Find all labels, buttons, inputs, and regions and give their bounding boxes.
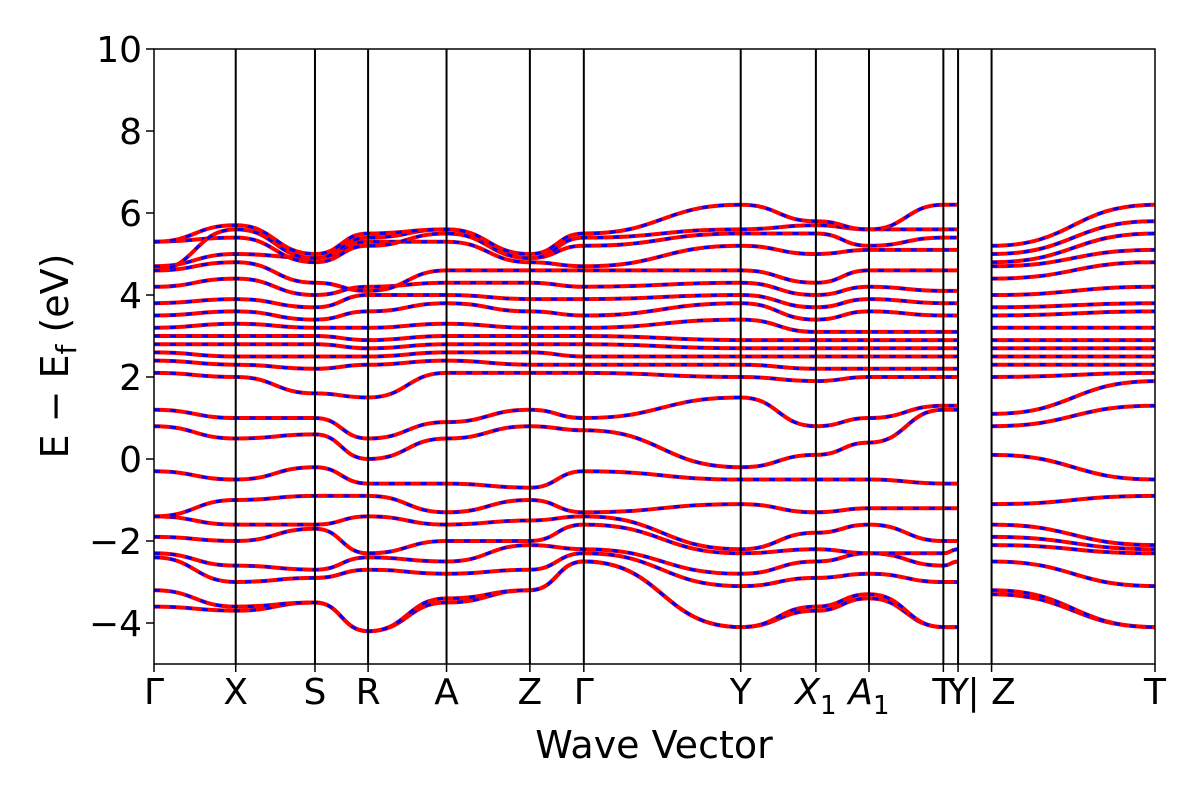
- band-line-spin-up: [153, 543, 1156, 576]
- y-tick-label: −4: [89, 604, 142, 645]
- band-line-spin-down: [153, 318, 1155, 334]
- band-line-spin-down: [153, 231, 1156, 264]
- x-tick-label: R: [356, 672, 381, 713]
- band-line-spin-up: [153, 370, 1156, 400]
- x-axis-title: Wave Vector: [535, 723, 773, 767]
- y-axis: −4 −2 0 2 4 6 8 10: [89, 30, 154, 645]
- band-line-spin-down: [153, 342, 1155, 350]
- x-tick-label: Z: [518, 672, 543, 713]
- band-lines: [153, 202, 1156, 634]
- band-line-spin-down: [153, 494, 1156, 518]
- band-line-spin-up: [153, 452, 1156, 490]
- x-tick-label: Γ: [574, 672, 594, 713]
- y-tick-label: 10: [96, 30, 142, 71]
- band-line-spin-up: [153, 493, 1156, 519]
- plot-frame: [153, 48, 1156, 665]
- y-tick-label: 6: [119, 194, 142, 235]
- x-tick-label: Γ: [144, 672, 164, 713]
- band-line-spin-down: [153, 523, 1156, 555]
- band-line-spin-down: [153, 260, 1156, 293]
- band-line-spin-down: [153, 404, 1156, 469]
- y-axis-title: E − Ef (eV): [33, 254, 83, 459]
- y-tick-label: −2: [89, 522, 142, 563]
- band-line-spin-down: [153, 551, 1156, 588]
- x-tick-label: T: [931, 672, 955, 713]
- y-tick-label: 4: [119, 276, 142, 317]
- x-tick-label: S: [304, 672, 327, 713]
- x-tick-label: A1: [846, 672, 889, 721]
- band-line-spin-down: [153, 203, 1156, 256]
- x-tick-label: Y: [946, 672, 970, 713]
- y-tick-label: 8: [119, 112, 142, 153]
- x-tick-label: X1: [793, 672, 836, 721]
- band-line-spin-up: [153, 379, 1156, 441]
- band-line-spin-up: [153, 202, 1156, 257]
- y-tick-label: 0: [119, 440, 142, 481]
- x-tick-label: A: [434, 672, 459, 713]
- band-line-spin-up: [153, 559, 1156, 634]
- kpoint-vertical-lines: [234, 49, 993, 664]
- band-line-spin-down: [153, 350, 1155, 359]
- x-tick-label: T: [1143, 672, 1167, 713]
- band-line-spin-down: [154, 334, 1155, 342]
- band-line-spin-down: [153, 379, 1156, 441]
- band-line-spin-down: [153, 453, 1156, 490]
- band-line-spin-down: [153, 359, 1155, 371]
- y-tick-label: 2: [119, 358, 142, 399]
- x-tick-label: Y: [729, 672, 753, 713]
- x-tick-label: X: [223, 672, 248, 713]
- x-tick-label: | Z: [967, 672, 1015, 713]
